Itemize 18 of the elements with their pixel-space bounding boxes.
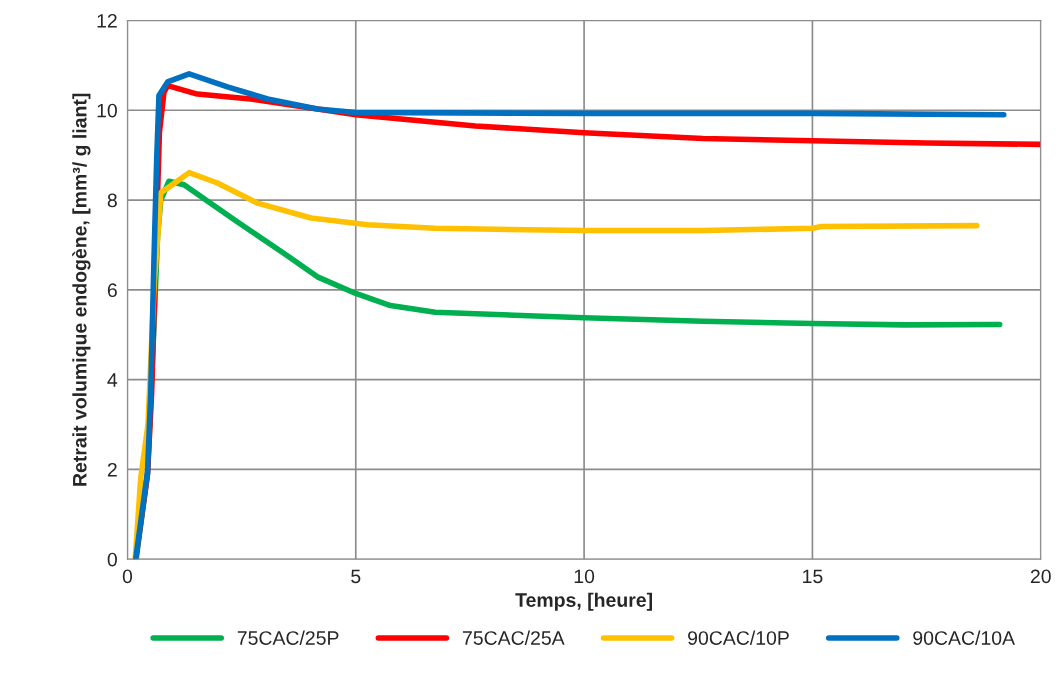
x-tick-label: 5 <box>351 569 361 584</box>
x-tick-label: 0 <box>122 569 133 584</box>
y-tick-label: 0 <box>107 552 117 567</box>
x-axis-title: Temps, [heure] <box>515 592 652 611</box>
legend-label: 75CAC/25P <box>237 630 339 645</box>
y-tick-label: 12 <box>97 13 117 28</box>
y-tick-label: 10 <box>97 103 117 118</box>
legend-label: 75CAC/25A <box>462 630 565 645</box>
y-axis-title: Retrait volumique endogène, [mm³/ g liant] <box>72 93 91 486</box>
legend-label: 90CAC/10P <box>688 630 789 645</box>
y-tick-label: 6 <box>107 283 117 298</box>
y-tick-label: 2 <box>107 462 117 477</box>
x-tick-label: 20 <box>1030 569 1051 584</box>
y-tick-label: 8 <box>107 193 117 208</box>
x-tick-label: 15 <box>803 569 823 584</box>
y-tick-label: 4 <box>107 373 118 387</box>
x-tick-label: 10 <box>574 569 595 584</box>
legend-label: 90CAC/10A <box>913 630 1015 645</box>
